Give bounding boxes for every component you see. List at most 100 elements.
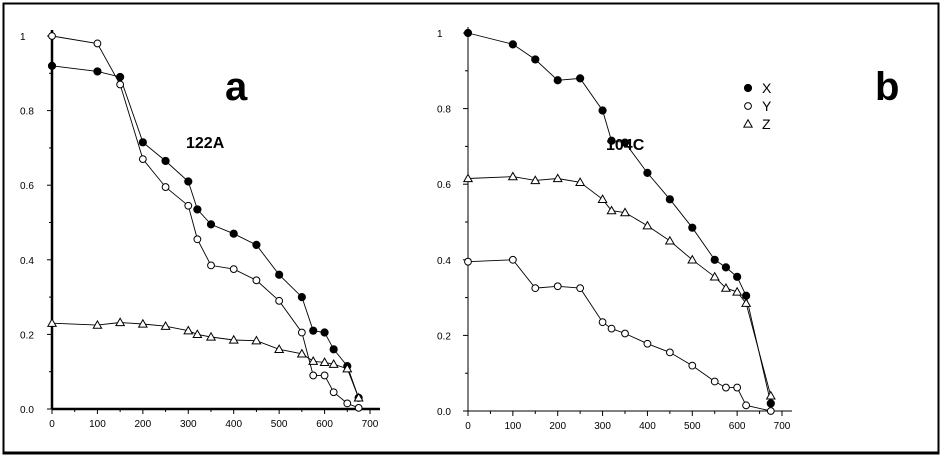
panel-a-series-Z-point (274, 344, 285, 353)
panel-b-series-Z-point (462, 173, 474, 183)
panel-a-series-Z-point (228, 334, 239, 344)
panel-b-series-Z-point (741, 298, 752, 307)
panel-a-series-Y-point (184, 201, 193, 210)
panel-a-series-Z-point (296, 348, 307, 358)
panel-b-series-X-point (598, 106, 607, 115)
panel-b-x-tick-label: 700 (774, 421, 791, 432)
panel-b-series-Y-point (553, 282, 562, 291)
panel-b-series-Z-point (709, 271, 720, 281)
panel-b-series-Y-point (508, 255, 517, 264)
panel-a-y-tick-label: 0.2 (20, 330, 34, 341)
panel-a-series-Y-point (329, 388, 338, 397)
panel-a-series-Y-point (93, 39, 102, 48)
panel-a-series-Z-point (137, 318, 148, 328)
panel-a-series-Y-point (343, 399, 352, 408)
panel-a-x-tick-label: 400 (225, 419, 242, 430)
panel-a-series-X-point (138, 138, 147, 147)
panel-b-series-Z-point (687, 254, 698, 264)
panel-a-sample-label: 122A (186, 135, 225, 152)
panel-b-series-Y-point (710, 377, 719, 386)
panel-b-series-Y-point (665, 348, 674, 357)
panel-a-series-Z-point (183, 325, 194, 335)
panel-b-x-tick-label: 0 (465, 421, 471, 432)
panel-b-x-tick-label: 200 (549, 421, 566, 432)
panel-b-series-Y-point (722, 383, 730, 392)
panel-b-series-X-line (467, 32, 772, 404)
panel-a-y-tick-label: 0.0 (20, 405, 34, 416)
panel-a-series-X-point (275, 270, 284, 279)
panel-a-series-Y-point (229, 265, 238, 274)
panel-a-series-Y-point (116, 80, 125, 89)
panel-a-series-Y-point (193, 235, 202, 244)
panel-a-y-tick-label: 0.6 (20, 181, 34, 192)
panel-b-series-Z-point (552, 173, 563, 183)
panel-b-series-Y-line (467, 259, 771, 412)
panel-b-series-X-point (531, 55, 540, 64)
panel-b-series-Y-point (742, 401, 751, 410)
panel-a-series-X-point (206, 220, 216, 229)
panel-a-series-Z-point (319, 357, 330, 367)
panel-a-x-tick-label: 500 (271, 419, 288, 430)
panel-b-series-X-point (607, 136, 616, 145)
panel-a-series-X-point (47, 61, 57, 70)
panel-a-series-X-point (193, 205, 202, 214)
panel-b-series-Z-point (664, 235, 675, 245)
panel-b-series-Z-point (597, 194, 608, 203)
panel-b-series-X-point (710, 255, 719, 264)
panel-b-series-Y-point (607, 324, 616, 333)
panel-a-series-Z-point (92, 319, 103, 329)
panel-b-series-Z-point (530, 175, 541, 185)
panel-b-y-tick-label: 0.2 (437, 331, 451, 342)
panel-a-series-Y-point (48, 32, 56, 40)
panel-b-y-tick-label: 0.0 (437, 407, 451, 418)
panel-b-series-Y-point (733, 383, 742, 392)
panel-a-series-Y-point (275, 296, 284, 305)
panel-a-letter: a (225, 65, 248, 109)
panel-b-series-Y-point (464, 257, 472, 266)
panel-b-sample-label: 104C (606, 137, 645, 154)
panel-a-series-X-point (252, 240, 261, 249)
panel-b-series-X-point (508, 40, 517, 49)
panel-b-series-Z-point (606, 205, 617, 215)
panel-b-series-X-point (733, 272, 742, 281)
panel-b-legend-label-X: X (762, 80, 772, 96)
panel-b-series-Z-point (642, 220, 653, 230)
panel-a-x-tick-label: 0 (49, 419, 55, 430)
panel-a-y-tick-label: 0.4 (20, 256, 34, 267)
panel-a-x-tick-label: 100 (89, 419, 106, 430)
panel-b-series-Y-point (598, 318, 607, 327)
panel-a-series-X-point (161, 156, 170, 166)
panel-a-series-Z-point (160, 320, 171, 330)
panel-a-series-X-point (184, 177, 193, 186)
panel-b-series-X-point (766, 399, 775, 408)
panel-b-series-Z-point (765, 390, 776, 400)
panel-b-series-Y-point (531, 284, 540, 293)
panel-b-series-Z-line (467, 176, 772, 397)
panel-a-series-X-point (297, 293, 306, 302)
panel-a-x-tick-label: 600 (316, 419, 333, 430)
panel-a-series-Y-point (320, 371, 329, 380)
panel-b-letter: b (875, 65, 899, 109)
panel-b-series-X-point (553, 76, 562, 85)
panel-a-series-Y-point (252, 276, 261, 285)
panel-b-series-Y-point (643, 339, 652, 348)
panel-b-legend-marker-Y (744, 102, 752, 110)
panel-a-series-Y-point (297, 328, 306, 337)
panel-b-x-tick-label: 300 (594, 421, 611, 432)
panel-b-series-Z-point (720, 282, 731, 292)
panel-a-series-Y-point (138, 155, 147, 163)
panel-b-series-Z-point (575, 177, 586, 186)
panel-a-series-Z-point (115, 317, 126, 327)
panel-a-series-X-point (93, 67, 102, 76)
panel-a-series-X-line (51, 65, 360, 398)
panel-a-series-X-point (320, 328, 329, 337)
panel-b-x-tick-label: 400 (639, 421, 656, 432)
panel-b-x-tick-label: 600 (729, 421, 746, 432)
panel-a-series-Z-point (192, 329, 203, 339)
panel-b-legend-label-Z: Z (762, 116, 771, 132)
panel-a-series-Y-line (51, 35, 359, 409)
panel-b-series-Z-point (732, 286, 743, 296)
